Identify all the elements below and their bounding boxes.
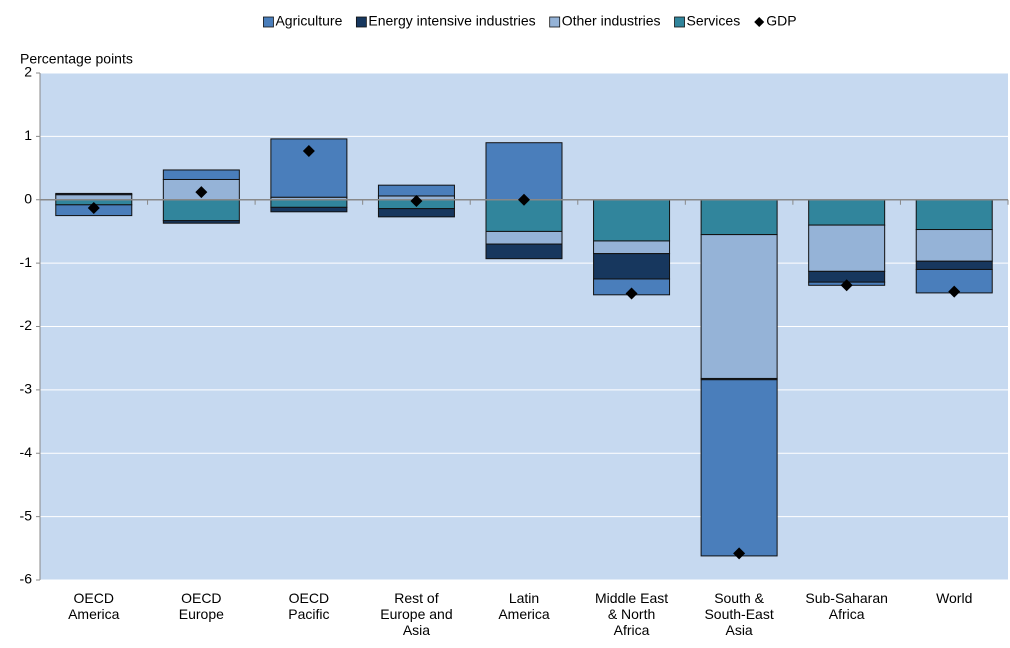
bar-segment — [270, 199, 348, 208]
bar-segment — [377, 184, 455, 197]
bar-segment — [55, 194, 133, 201]
legend-label: Services — [687, 13, 741, 29]
x-tick-label: Rest of Europe and Asia — [380, 590, 453, 638]
y-tick-label: -2 — [20, 317, 33, 333]
y-tick-label: 2 — [24, 64, 32, 80]
gdp-marker — [302, 144, 315, 157]
x-tick-label: Sub-Saharan Africa — [805, 590, 888, 622]
bar-segment — [915, 199, 993, 231]
bar-segment — [270, 206, 348, 213]
y-tick-label: 0 — [24, 190, 32, 206]
x-tick-label: South & South-East Asia — [704, 590, 774, 638]
gdp-marker — [948, 285, 961, 298]
bar-segment — [162, 199, 240, 222]
y-tick-label: -5 — [20, 507, 33, 523]
legend-swatch — [263, 16, 274, 28]
y-axis-title: Percentage points — [20, 51, 133, 67]
legend-label: Agriculture — [275, 13, 342, 29]
gdp-marker — [518, 193, 530, 206]
gdp-marker — [625, 287, 638, 300]
y-tick-label: 1 — [24, 127, 32, 143]
bar-segment — [485, 243, 563, 260]
bar-segment — [700, 234, 778, 379]
x-tick-label: OECD America — [68, 590, 120, 622]
bar-segment — [808, 224, 886, 272]
legend: Agriculture Energy intensive industries Ot… — [263, 13, 797, 29]
legend-label: Other industries — [562, 13, 661, 29]
bar-segment — [593, 199, 671, 242]
bar-segment — [700, 199, 778, 236]
bar-segment — [808, 199, 886, 226]
bar-segment — [593, 240, 671, 255]
legend-marker — [754, 17, 765, 27]
gdp-marker — [840, 279, 853, 292]
y-tick-label: -3 — [20, 381, 33, 397]
legend-swatch — [674, 16, 685, 28]
y-tick-label: -6 — [20, 571, 33, 587]
y-tick-label: -1 — [20, 254, 33, 270]
bar-segment — [162, 169, 240, 180]
y-tick-label: -4 — [20, 444, 33, 460]
bar-segment — [593, 253, 671, 280]
gdp-marker — [195, 186, 208, 199]
bar-segment — [700, 379, 778, 557]
legend-label: GDP — [766, 13, 796, 29]
bar-segment — [915, 229, 993, 262]
x-tick-label: OECD Europe — [178, 590, 224, 622]
gdp-marker — [410, 195, 423, 208]
bar-segment — [377, 208, 455, 218]
bar-segment — [485, 142, 563, 201]
bar-segment — [55, 192, 133, 196]
gdp-marker — [87, 201, 100, 214]
bar-segment — [485, 230, 563, 245]
bar-segment — [162, 220, 240, 224]
legend-swatch — [549, 16, 561, 28]
gdp-marker — [733, 547, 746, 560]
x-tick-label: Middle East & North Africa — [594, 590, 669, 638]
legend-label: Energy intensive industries — [368, 13, 535, 29]
x-tick-label: OECD Pacific — [288, 590, 330, 622]
bar-segment — [915, 260, 993, 270]
x-tick-label: Latin America — [498, 590, 550, 622]
x-tick-label: World — [936, 590, 973, 606]
legend-swatch — [355, 16, 367, 28]
